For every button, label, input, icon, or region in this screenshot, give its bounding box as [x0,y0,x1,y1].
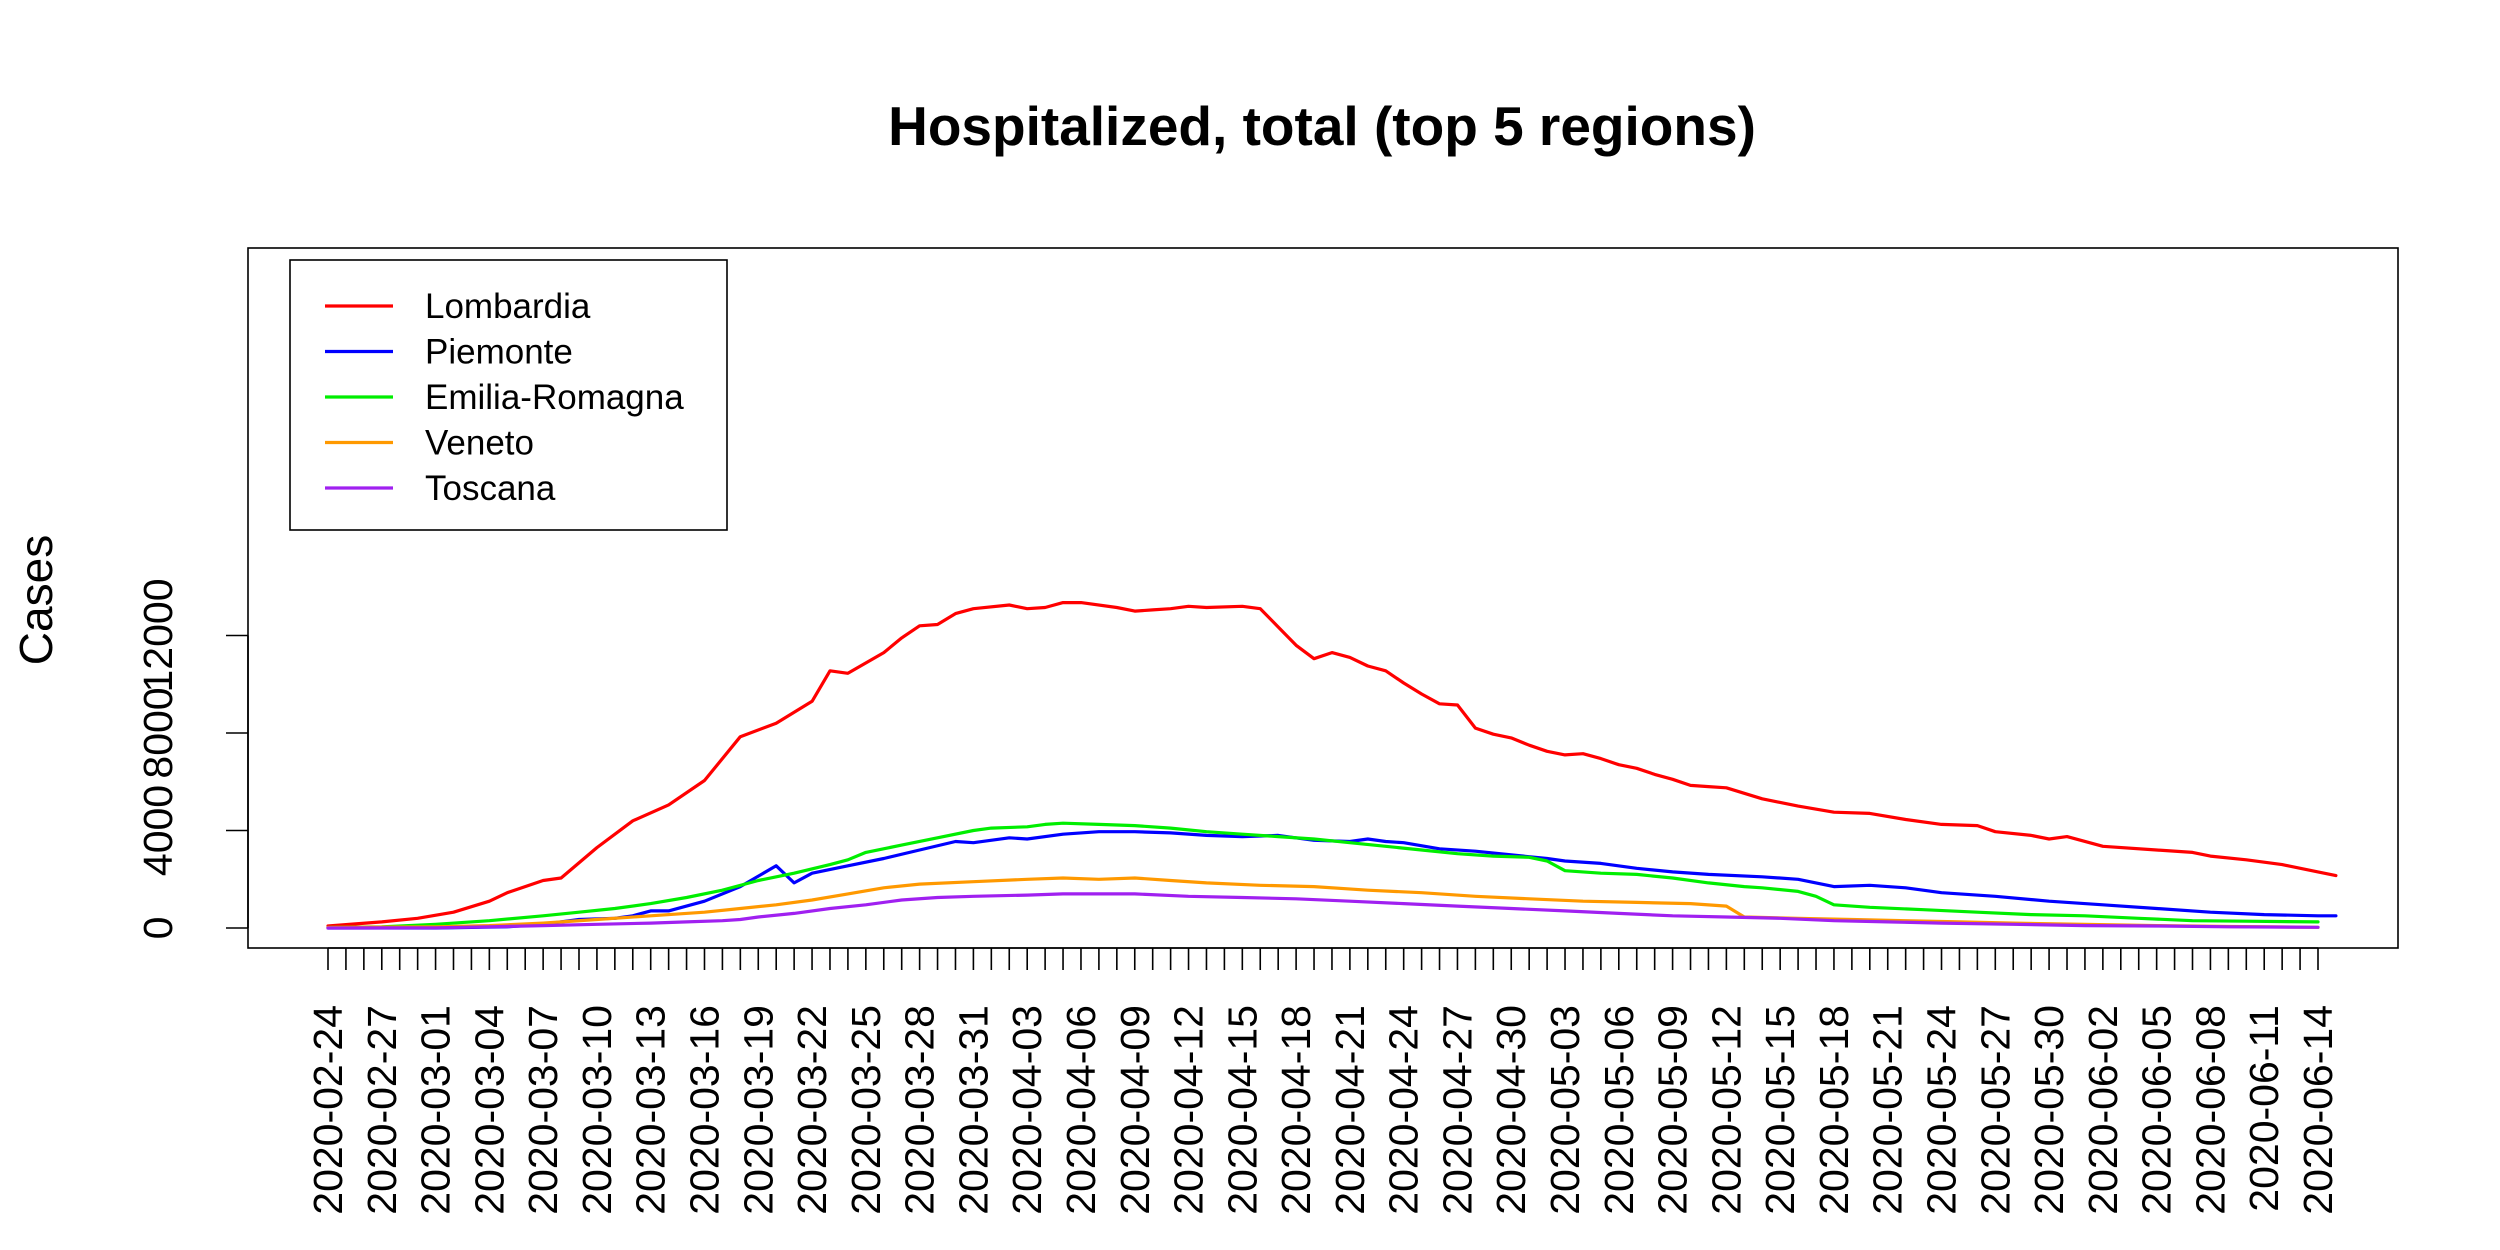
series-line-lombardia [326,600,2338,928]
series-line-veneto [326,876,2320,930]
legend-label: Emilia-Romagna [425,378,684,417]
x-tick-label: 2020-05-09 [1650,1005,1696,1215]
y-axis-title: Cases [10,535,62,665]
x-tick-label: 2020-03-04 [466,1005,512,1215]
x-tick-label: 2020-04-09 [1112,1005,1158,1215]
y-tick-label: 4000 [135,785,181,876]
chart-title: Hospitalized, total (top 5 regions) [888,95,1756,157]
y-tick-label: 0 [135,917,181,940]
x-tick-label: 2020-04-30 [1488,1005,1534,1215]
series-line-toscana [326,892,2320,930]
x-tick-label: 2020-03-01 [413,1005,459,1215]
x-tick-label: 2020-04-06 [1058,1005,1104,1215]
x-axis: 2020-02-24 2020-02-27 2020-03-01 2020-03-04… [305,947,2341,1215]
x-tick-label: 2020-05-06 [1596,1005,1642,1215]
x-tick-label: 2020-05-12 [1703,1005,1749,1215]
x-tick-label: 2020-05-15 [1757,1005,1803,1215]
legend-label: Veneto [425,424,534,463]
x-tick-label: 2020-05-21 [1865,1005,1911,1215]
x-tick-label: 2020-03-22 [789,1005,835,1215]
legend-label: Lombardia [425,287,591,326]
x-tick-label: 2020-06-02 [2080,1005,2126,1215]
x-tick-label: 2020-03-07 [520,1005,566,1215]
x-tick-label: 2020-04-03 [1004,1005,1050,1215]
legend-label: Piemonte [425,333,573,372]
x-tick-label: 2020-06-05 [2134,1005,2180,1215]
legend: Lombardia Piemonte Emilia-Romagna Veneto Tos… [289,259,728,531]
series-line-emilia-romagna [326,821,2320,930]
x-tick-label: 2020-04-24 [1381,1005,1427,1215]
x-tick-label: 2020-03-28 [897,1005,943,1215]
y-tick-label: 8000 [135,687,181,778]
x-tick-label: 2020-04-27 [1434,1005,1480,1215]
x-tick-label: 2020-05-27 [1972,1005,2018,1215]
x-tick-label: 2020-05-03 [1542,1005,1588,1215]
x-tick-label: 2020-05-30 [2026,1005,2072,1215]
x-tick-label: 2020-03-31 [950,1005,996,1215]
x-tick-label: 2020-05-24 [1919,1005,1965,1215]
x-tick-label: 2020-02-24 [305,1005,351,1215]
x-tick-label: 2020-03-19 [735,1005,781,1215]
x-tick-label: 2020-04-12 [1166,1005,1212,1215]
x-tick-label: 2020-03-13 [628,1005,674,1215]
series-layer [326,600,2338,930]
x-tick-label: 2020-03-10 [574,1005,620,1215]
x-tick-label: 2020-03-25 [843,1005,889,1215]
y-tick-label: 12000 [135,578,181,692]
x-tick-label: 2020-04-21 [1327,1005,1373,1215]
x-tick-label: 2020-06-11 [2241,1005,2287,1212]
legend-label: Toscana [425,469,556,508]
x-tick-label: 2020-04-15 [1219,1005,1265,1215]
x-tick-label: 2020-02-27 [359,1005,405,1215]
x-tick-label: 2020-04-18 [1273,1005,1319,1215]
x-tick-label: 2020-06-08 [2187,1005,2233,1215]
x-tick-label: 2020-06-14 [2295,1005,2341,1215]
x-tick-label: 2020-03-16 [681,1005,727,1215]
x-tick-label: 2020-05-18 [1811,1005,1857,1215]
